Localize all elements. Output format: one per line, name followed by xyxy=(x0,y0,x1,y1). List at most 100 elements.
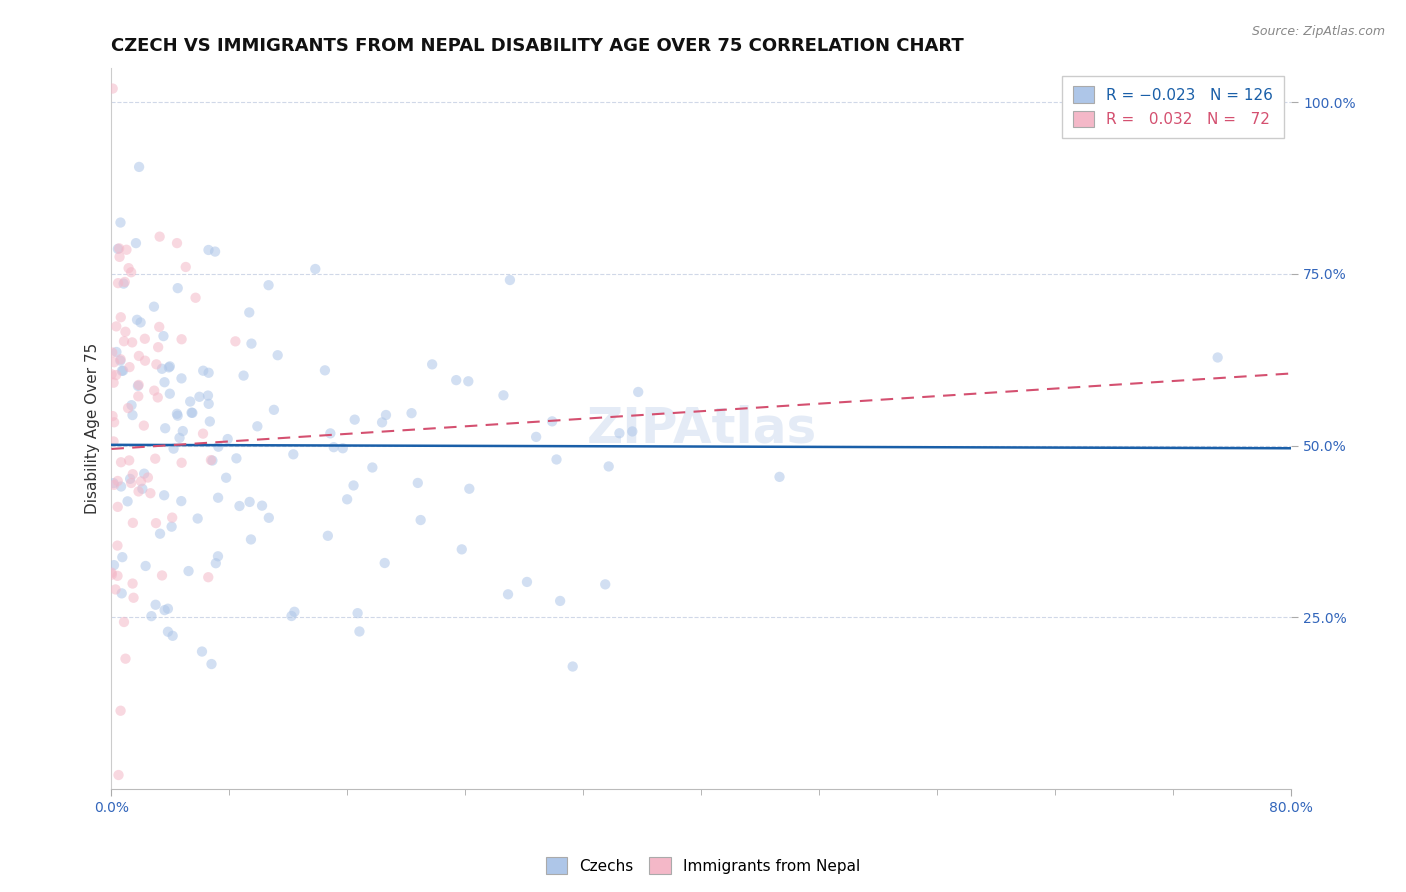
Point xyxy=(322,440,344,454)
Point xyxy=(134,467,156,481)
Point xyxy=(197,366,219,380)
Point xyxy=(457,374,479,388)
Point xyxy=(131,482,153,496)
Point xyxy=(232,368,254,383)
Point xyxy=(120,265,142,279)
Point xyxy=(136,470,159,484)
Point xyxy=(316,529,339,543)
Point xyxy=(170,371,193,385)
Point xyxy=(217,432,239,446)
Point xyxy=(146,391,169,405)
Point xyxy=(112,363,135,377)
Point xyxy=(121,398,143,412)
Point xyxy=(132,418,155,433)
Point xyxy=(342,478,364,492)
Point xyxy=(319,426,342,441)
Point xyxy=(314,363,336,377)
Point xyxy=(145,357,167,371)
Point xyxy=(111,586,134,600)
Point xyxy=(105,368,128,382)
Point xyxy=(225,451,247,466)
Point xyxy=(105,319,128,334)
Point xyxy=(207,491,229,505)
Point xyxy=(496,587,519,601)
Point xyxy=(343,412,366,426)
Point xyxy=(121,335,143,350)
Point xyxy=(266,348,288,362)
Point xyxy=(197,397,219,411)
Point xyxy=(145,598,167,612)
Text: CZECH VS IMMIGRANTS FROM NEPAL DISABILITY AGE OVER 75 CORRELATION CHART: CZECH VS IMMIGRANTS FROM NEPAL DISABILIT… xyxy=(111,37,965,55)
Point xyxy=(107,539,129,553)
Legend: Czechs, Immigrants from Nepal: Czechs, Immigrants from Nepal xyxy=(540,851,866,880)
Point xyxy=(374,556,396,570)
Point xyxy=(101,567,124,582)
Point xyxy=(125,313,148,327)
Point xyxy=(107,242,129,256)
Point xyxy=(346,606,368,620)
Point xyxy=(1206,351,1229,365)
Point xyxy=(110,353,132,368)
Point xyxy=(257,278,280,293)
Point xyxy=(112,277,135,291)
Point xyxy=(100,566,122,580)
Point xyxy=(406,475,429,490)
Point xyxy=(117,494,139,508)
Point xyxy=(122,516,145,530)
Point xyxy=(166,236,188,251)
Point xyxy=(162,442,184,456)
Point xyxy=(121,576,143,591)
Point xyxy=(198,414,221,428)
Point xyxy=(148,319,170,334)
Point xyxy=(215,471,238,485)
Point xyxy=(127,389,149,403)
Point xyxy=(371,416,394,430)
Point xyxy=(143,384,166,398)
Point xyxy=(240,336,263,351)
Point xyxy=(121,408,143,422)
Point xyxy=(548,594,571,608)
Point xyxy=(627,384,650,399)
Point xyxy=(197,570,219,584)
Point xyxy=(145,516,167,530)
Point xyxy=(150,568,173,582)
Point xyxy=(238,305,260,319)
Point xyxy=(170,332,193,346)
Point xyxy=(263,402,285,417)
Point xyxy=(153,603,176,617)
Point xyxy=(141,609,163,624)
Point xyxy=(150,361,173,376)
Legend: R = −0.023   N = 126, R =   0.032   N =   72: R = −0.023 N = 126, R = 0.032 N = 72 xyxy=(1062,76,1284,138)
Point xyxy=(112,334,135,349)
Point xyxy=(104,582,127,597)
Point xyxy=(107,768,129,782)
Point xyxy=(200,453,222,467)
Point xyxy=(101,81,124,95)
Y-axis label: Disability Age Over 75: Disability Age Over 75 xyxy=(86,343,100,514)
Point xyxy=(162,629,184,643)
Text: Source: ZipAtlas.com: Source: ZipAtlas.com xyxy=(1251,25,1385,38)
Point xyxy=(239,495,262,509)
Point xyxy=(146,340,169,354)
Point xyxy=(172,424,194,438)
Point xyxy=(349,624,371,639)
Point xyxy=(191,426,214,441)
Point xyxy=(283,605,305,619)
Point xyxy=(181,406,204,420)
Point xyxy=(524,430,547,444)
Point xyxy=(111,550,134,565)
Point xyxy=(401,406,423,420)
Point xyxy=(197,243,219,257)
Point xyxy=(110,479,132,493)
Point xyxy=(110,215,132,229)
Point xyxy=(201,453,224,467)
Point xyxy=(149,526,172,541)
Point xyxy=(609,426,631,441)
Point xyxy=(207,440,229,454)
Point xyxy=(166,409,188,423)
Point xyxy=(561,659,583,673)
Point xyxy=(499,273,522,287)
Point xyxy=(160,510,183,524)
Point xyxy=(444,373,467,387)
Point xyxy=(110,704,132,718)
